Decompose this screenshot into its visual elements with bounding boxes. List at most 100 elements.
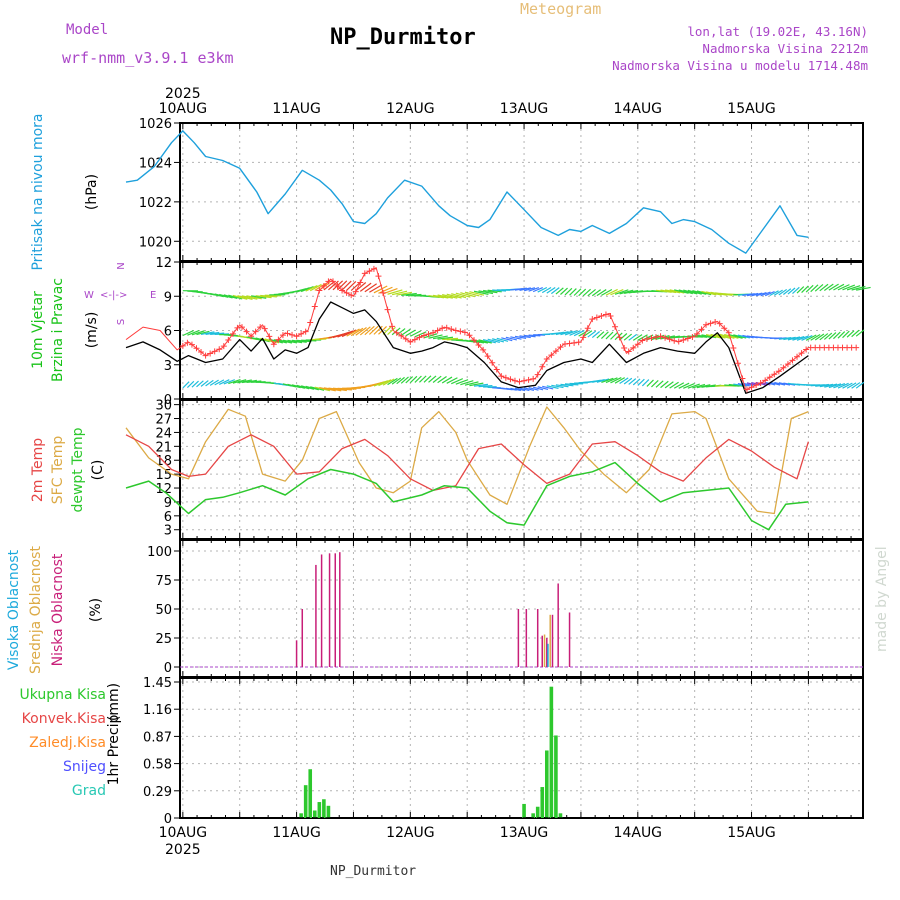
- wind-barb: [368, 325, 379, 335]
- wind-barb: [801, 335, 813, 341]
- gust-marker: [493, 366, 500, 373]
- gust-marker: [662, 334, 669, 341]
- gust-marker: [361, 270, 368, 277]
- gust-marker: [298, 330, 305, 337]
- temp2m-title: 2m Temp: [30, 438, 46, 502]
- wind-barb: [209, 379, 219, 386]
- wind-barb: [632, 378, 641, 386]
- wind-barb: [823, 332, 833, 340]
- wind-barb: [428, 334, 443, 339]
- gust-marker: [398, 332, 405, 339]
- wind-barb: [660, 380, 669, 389]
- x-label-bottom: 10AUG: [159, 825, 208, 841]
- wind-barb: [774, 381, 786, 386]
- gust-marker: [416, 334, 423, 341]
- wind-barb: [487, 289, 502, 293]
- gust-marker: [789, 357, 796, 364]
- wind-barb: [578, 288, 587, 297]
- wind-barb: [560, 330, 573, 336]
- gust-marker: [198, 348, 205, 355]
- wind-barb: [373, 380, 389, 387]
- y-tick-label: 0.29: [143, 785, 172, 800]
- gust-marker: [680, 337, 687, 344]
- dewpt-temp-line: [125, 461, 809, 531]
- gust-marker: [375, 273, 382, 280]
- wind-barb: [464, 291, 480, 297]
- wind-barb: [364, 325, 375, 336]
- gust-marker: [616, 334, 623, 341]
- gust-marker: [612, 323, 619, 330]
- gust-marker: [279, 332, 286, 339]
- x-label-top: 15AUG: [727, 101, 776, 117]
- x-label-top: 14AUG: [614, 101, 663, 117]
- wind-barb: [587, 288, 596, 297]
- x-label-bottom: 11AUG: [272, 825, 321, 841]
- wind-barb: [442, 294, 458, 299]
- panel-frame: [179, 399, 864, 540]
- model-label: Model: [66, 22, 108, 38]
- gust-marker: [652, 334, 659, 341]
- wind-barb: [814, 333, 825, 341]
- pressure-line: [125, 130, 809, 254]
- y-tick-label: 24: [155, 426, 172, 441]
- y-tick-label: 12: [155, 256, 172, 271]
- y-tick-label: 0: [164, 393, 172, 408]
- pressure-title: Pritisak na nivou mora: [30, 113, 46, 270]
- wind-barb: [846, 285, 861, 291]
- wind-barb: [428, 375, 437, 383]
- wind-barb: [446, 377, 458, 384]
- wind-barb: [692, 383, 706, 389]
- wind-barb: [437, 376, 447, 384]
- gust-marker: [366, 268, 373, 275]
- wind-barb: [505, 387, 517, 391]
- gust-marker: [471, 337, 478, 344]
- wind-barb: [455, 292, 471, 298]
- gust-marker: [734, 360, 741, 367]
- precip-bar: [549, 686, 554, 818]
- dewpt-title: dewpt Temp: [70, 427, 86, 512]
- wind-barb: [387, 377, 398, 386]
- x-label-bottom: 14AUG: [614, 825, 663, 841]
- wind-barb: [510, 387, 522, 392]
- wind-barb: [496, 337, 509, 342]
- wind-barb: [819, 333, 829, 341]
- y-tick-label: 0: [164, 661, 172, 676]
- gust-marker: [402, 335, 409, 342]
- sfc-title: SFC Temp: [50, 436, 66, 505]
- wind-barb: [473, 383, 489, 387]
- model-name: wrf-nmm_v3.9.1 e3km: [62, 49, 234, 67]
- precip-legend-entry: Grad: [72, 783, 106, 799]
- y-tick-label: 0.87: [143, 730, 172, 745]
- wind-barb: [282, 339, 298, 344]
- y-tick-label: 6: [164, 510, 172, 525]
- wind-barb: [828, 332, 837, 340]
- wind-barb: [701, 334, 717, 339]
- wind-barb: [755, 292, 767, 297]
- wind-barb: [260, 294, 277, 298]
- wind-barb: [564, 330, 577, 336]
- wind-barb: [555, 331, 569, 336]
- gust-marker: [630, 344, 637, 351]
- gust-marker: [534, 371, 541, 378]
- wind-barb: [451, 378, 464, 385]
- wind-barb: [446, 293, 462, 299]
- wind-barb: [805, 334, 817, 341]
- wind-barb: [569, 330, 581, 336]
- gust-marker: [757, 379, 764, 386]
- gust-marker: [775, 368, 782, 375]
- gust-marker: [229, 330, 236, 337]
- precip-bar: [312, 810, 317, 818]
- wind-barb: [210, 332, 225, 335]
- gust-marker: [657, 333, 664, 340]
- wind-barb: [359, 326, 371, 336]
- gust-marker: [671, 337, 678, 344]
- wind-barb: [528, 386, 539, 391]
- gust-marker: [703, 321, 710, 328]
- wind-barb: [478, 290, 494, 295]
- y-tick-label: 15: [155, 468, 172, 483]
- gust-marker: [589, 316, 596, 323]
- gust-marker: [784, 361, 791, 368]
- precip-bar: [545, 750, 549, 818]
- gust-marker: [370, 265, 377, 272]
